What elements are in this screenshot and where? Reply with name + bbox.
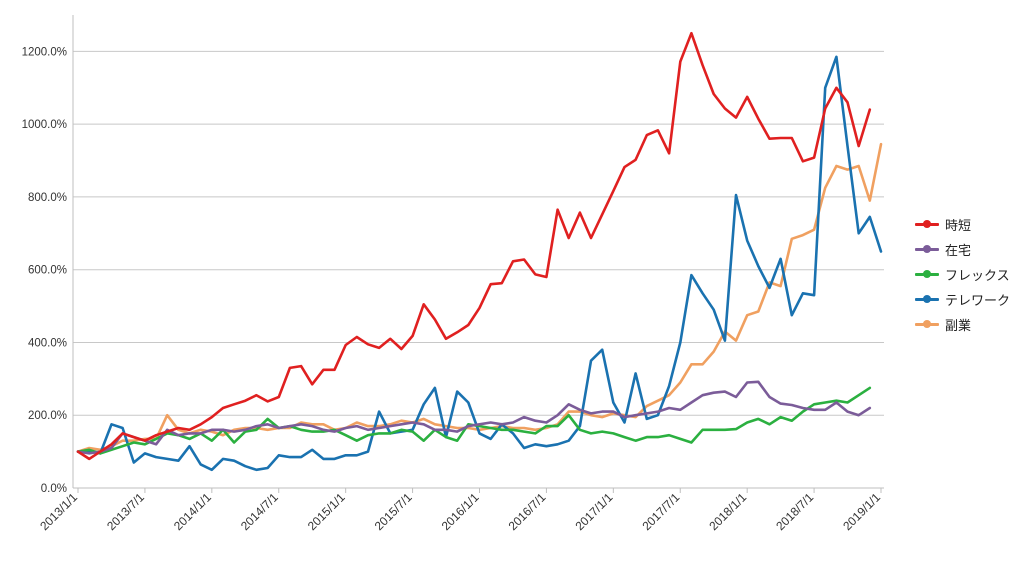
series-line	[76, 31, 872, 461]
legend-swatch	[915, 245, 939, 253]
x-tick-label: 2019/1/1	[840, 490, 883, 533]
y-tick-label: 0.0%	[41, 483, 67, 495]
legend-item: テレワーク	[915, 287, 1010, 312]
y-tick-label: 1200.0%	[22, 46, 67, 58]
x-tick-label: 2016/7/1	[506, 490, 549, 533]
chart-legend: 時短在宅フレックステレワーク副業	[915, 212, 1010, 337]
gridlines	[73, 50, 884, 416]
series-line	[76, 55, 883, 472]
legend-item: 在宅	[915, 237, 1010, 262]
legend-item: 時短	[915, 212, 1010, 237]
y-tick-label: 600.0%	[28, 265, 67, 277]
x-tick-label: 2017/1/1	[573, 490, 616, 533]
legend-label: 在宅	[945, 243, 972, 258]
x-tick-label: 2014/7/1	[238, 490, 281, 533]
y-tick-label: 200.0%	[28, 410, 67, 422]
x-tick-label: 2015/7/1	[372, 490, 415, 533]
series-line	[76, 142, 883, 453]
series-lines	[76, 31, 883, 472]
x-tick-label: 2014/1/1	[171, 490, 214, 533]
legend-label: 時短	[945, 218, 972, 233]
series-line	[76, 380, 872, 455]
legend-label: 副業	[945, 318, 972, 333]
y-tick-label: 400.0%	[28, 337, 67, 349]
legend-swatch	[915, 320, 939, 328]
legend-swatch	[915, 220, 939, 228]
y-tick-label: 800.0%	[28, 192, 67, 204]
x-tick-label: 2013/1/1	[37, 490, 80, 533]
legend-swatch	[915, 295, 939, 303]
x-tick-label: 2018/1/1	[706, 490, 749, 533]
x-tick-label: 2013/7/1	[104, 490, 147, 533]
legend-item: 副業	[915, 312, 1010, 337]
legend-swatch	[915, 270, 939, 278]
legend-label: フレックス	[945, 268, 1010, 283]
x-tick-label: 2018/7/1	[773, 490, 816, 533]
legend-label: テレワーク	[945, 293, 1011, 308]
legend-item: フレックス	[915, 262, 1010, 287]
x-tick-label: 2015/1/1	[305, 490, 348, 533]
x-tick-label: 2016/1/1	[439, 490, 482, 533]
x-tick-label: 2017/7/1	[639, 490, 682, 533]
y-tick-label: 1000.0%	[22, 119, 67, 131]
